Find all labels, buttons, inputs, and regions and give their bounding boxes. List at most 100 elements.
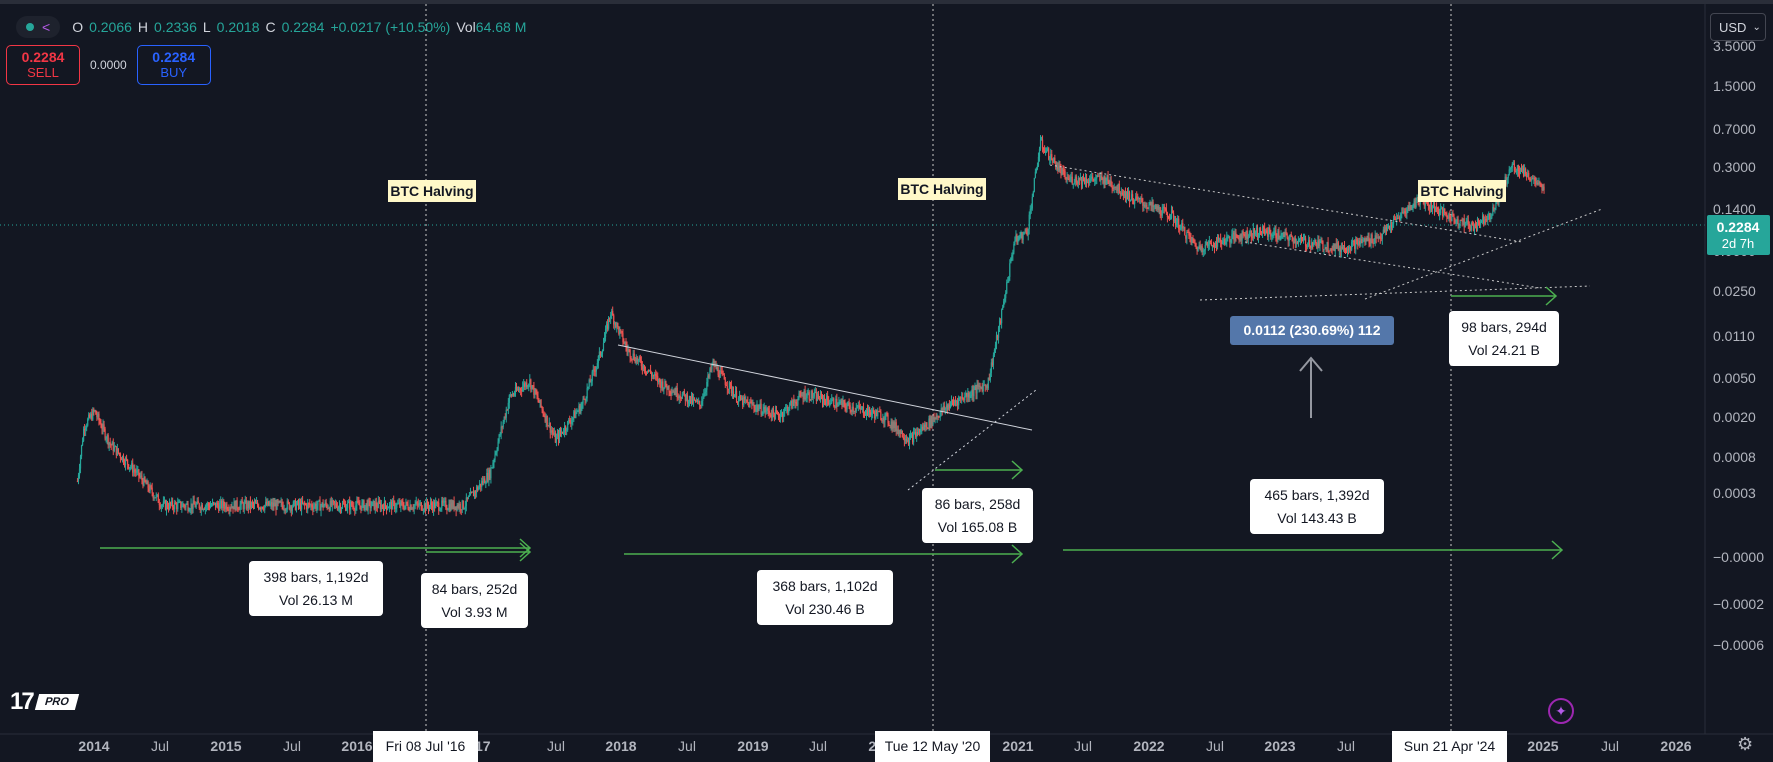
candle-body	[1359, 241, 1361, 244]
candle-body	[876, 410, 878, 417]
candle-body	[165, 502, 168, 510]
candle-body	[1277, 230, 1279, 240]
candle-body	[215, 502, 217, 508]
candle-body	[1122, 194, 1125, 196]
candle-body	[529, 379, 531, 385]
candle-body	[522, 386, 524, 392]
candle-body	[414, 504, 416, 506]
candle-body	[221, 500, 223, 509]
candle-body	[1116, 187, 1118, 191]
candle-body	[1269, 227, 1271, 233]
candle-body	[540, 399, 542, 407]
candle-body	[688, 395, 691, 402]
candle-body	[634, 359, 636, 363]
candle-body	[365, 503, 367, 506]
candle-body	[947, 404, 949, 410]
candle-body	[497, 441, 499, 450]
candle-body	[152, 493, 154, 498]
symbol-pill[interactable]: <	[16, 16, 61, 38]
candle-body	[180, 501, 182, 508]
candle-body	[787, 406, 789, 413]
y-tick-label: 0.3000	[1713, 159, 1756, 175]
measurement-volume: Vol 230.46 B	[785, 601, 864, 617]
candle-body	[1522, 168, 1525, 176]
candle-body	[440, 508, 442, 511]
buy-button[interactable]: 0.2284 BUY	[136, 45, 211, 85]
gear-icon[interactable]: ⚙	[1737, 734, 1754, 754]
candle-body	[1474, 225, 1477, 227]
candle-body	[1383, 229, 1385, 233]
candle-body	[403, 506, 405, 510]
x-tick-label: 2026	[1660, 738, 1691, 754]
candle-body	[1449, 213, 1451, 220]
sparkle-icon[interactable]: ✦	[1548, 698, 1574, 724]
candle-body	[150, 485, 152, 488]
candle-body	[1127, 192, 1130, 199]
sell-button[interactable]: 0.2284 SELL	[6, 45, 80, 85]
candle-body	[510, 394, 512, 397]
candle-body	[191, 503, 193, 509]
candle-body	[1259, 228, 1262, 233]
candle-body	[1191, 238, 1193, 243]
candle-body	[783, 413, 785, 417]
candle-body	[951, 400, 954, 402]
candle-body	[1026, 231, 1028, 236]
candle-body	[1247, 237, 1249, 240]
candle-body	[1362, 240, 1364, 243]
candle-body	[788, 408, 790, 413]
candle-body	[496, 449, 498, 453]
candle-body	[342, 503, 345, 505]
candle-body	[273, 502, 275, 507]
candle-body	[239, 504, 241, 510]
candle-body	[1312, 242, 1314, 246]
candle-body	[1037, 156, 1040, 166]
candle-body	[1333, 244, 1335, 251]
candle-body	[1030, 208, 1032, 210]
candle-body	[829, 403, 831, 405]
candle-body	[760, 403, 762, 415]
price-range-text: 0.0112 (230.69%) 112	[1243, 322, 1380, 338]
candle-body	[589, 379, 591, 383]
candle-body	[1379, 236, 1381, 239]
tradingview-logo[interactable]: 17 PRO	[10, 688, 79, 716]
candle-body	[891, 421, 893, 429]
candle-body	[276, 500, 278, 510]
candle-body	[663, 387, 665, 390]
candle-body	[1098, 175, 1100, 177]
candle-body	[1151, 202, 1153, 206]
candle-body	[244, 500, 246, 503]
candle-body	[1338, 247, 1340, 251]
candle-body	[1173, 219, 1176, 222]
candle-body	[1045, 150, 1047, 153]
high-key: H	[137, 19, 149, 35]
candle-body	[1048, 148, 1050, 160]
candle-body	[1190, 236, 1192, 243]
candle-body	[481, 481, 483, 487]
currency-select[interactable]: USD ⌄	[1710, 13, 1766, 41]
trendline-wedge-bottom	[1199, 285, 1591, 301]
candle-body	[922, 426, 924, 430]
candle-body	[975, 386, 977, 394]
candle-body	[386, 507, 389, 510]
candle-body	[1506, 178, 1508, 185]
candle-body	[1211, 245, 1214, 247]
candle-body	[619, 329, 621, 334]
measurement-bars: 398 bars, 1,192d	[263, 569, 368, 585]
candle-body	[681, 394, 683, 399]
candle-body	[889, 424, 891, 426]
candle-body	[1031, 196, 1033, 209]
candle-body	[1461, 220, 1463, 222]
candle-body	[1374, 235, 1376, 243]
candle-body	[1537, 183, 1539, 185]
candle-body	[176, 504, 178, 510]
candle-body	[566, 430, 568, 432]
candle-body	[640, 360, 642, 367]
candle-body	[169, 502, 172, 505]
candle-body	[923, 424, 925, 430]
candle-body	[795, 402, 797, 405]
candle-body	[762, 409, 764, 415]
candle-body	[1319, 240, 1321, 247]
candle-body	[597, 355, 599, 364]
candles	[76, 135, 1545, 517]
